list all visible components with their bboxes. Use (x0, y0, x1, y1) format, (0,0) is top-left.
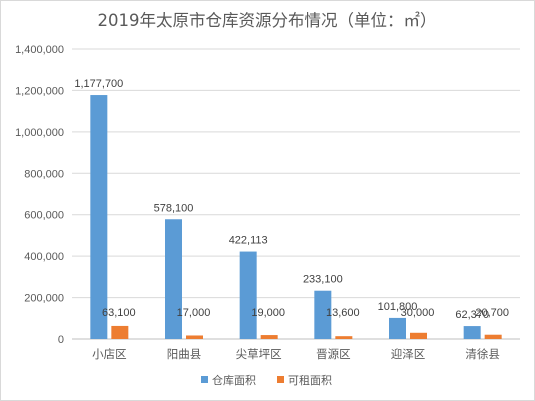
bar-warehouse-area (90, 95, 108, 340)
data-label: 20,700 (475, 307, 509, 319)
y-tick-label: 200,000 (24, 293, 64, 305)
bar-warehouse-area (314, 290, 332, 339)
y-tick-label: 1,000,000 (15, 127, 64, 139)
y-tick-label: 600,000 (24, 210, 64, 222)
legend-label: 仓库面积 (212, 373, 256, 387)
data-label: 578,100 (154, 202, 194, 214)
data-label: 101,800 (378, 301, 418, 313)
gridlines (72, 48, 520, 340)
bar-rentable-area (111, 325, 129, 339)
bar-warehouse-area (389, 317, 406, 339)
data-labels: 1,177,700 63,100 578,100 17,000 422,113 19,00… (74, 78, 509, 321)
bar-warehouse-area (239, 251, 257, 339)
data-label: 422,113 (229, 235, 268, 247)
legend-label: 可租面积 (288, 374, 332, 387)
y-tick-label: 800,000 (24, 168, 64, 180)
legend: 仓库面积 可租面积 (201, 373, 332, 387)
data-label: 30,000 (401, 307, 435, 319)
data-label: 1,177,700 (74, 78, 123, 90)
bars (90, 95, 502, 340)
bar-rentable-area (186, 335, 203, 339)
x-tick-label: 迎泽区 (391, 347, 426, 361)
data-label: 17,000 (177, 307, 211, 319)
chart-title: 2019年太原市仓库资源分布情况（单位：㎡） (98, 11, 437, 30)
data-label: 233,100 (303, 274, 343, 286)
x-axis: 小店区 阳曲县 尖草坪区 晋源区 迎泽区 清徐县 (92, 347, 500, 361)
x-tick-label: 阳曲县 (167, 347, 202, 361)
data-label: 13,600 (326, 307, 360, 319)
data-label: 19,000 (251, 307, 285, 319)
bar-rentable-area (260, 335, 278, 339)
x-tick-label: 清徐县 (465, 347, 500, 361)
y-tick-label: 1,400,000 (15, 44, 64, 56)
data-label: 62,370 (455, 309, 489, 321)
y-tick-label: 1,200,000 (15, 85, 64, 97)
bar-rentable-area (484, 334, 502, 339)
x-tick-label: 尖草坪区 (236, 347, 282, 361)
bar-warehouse-area (463, 326, 481, 339)
x-tick-label: 晋源区 (316, 347, 351, 361)
legend-swatch (201, 376, 208, 383)
y-tick-label: 0 (58, 334, 64, 346)
y-axis: 0 200,000 400,000 600,000 800,000 1,000,000 1,… (15, 44, 64, 346)
bar-rentable-area (410, 332, 427, 339)
y-tick-label: 400,000 (24, 251, 64, 263)
data-label: 63,100 (102, 307, 136, 319)
legend-swatch (277, 376, 284, 383)
bar-warehouse-area (165, 219, 182, 339)
bar-rentable-area (335, 336, 353, 339)
x-tick-label: 小店区 (92, 347, 127, 361)
